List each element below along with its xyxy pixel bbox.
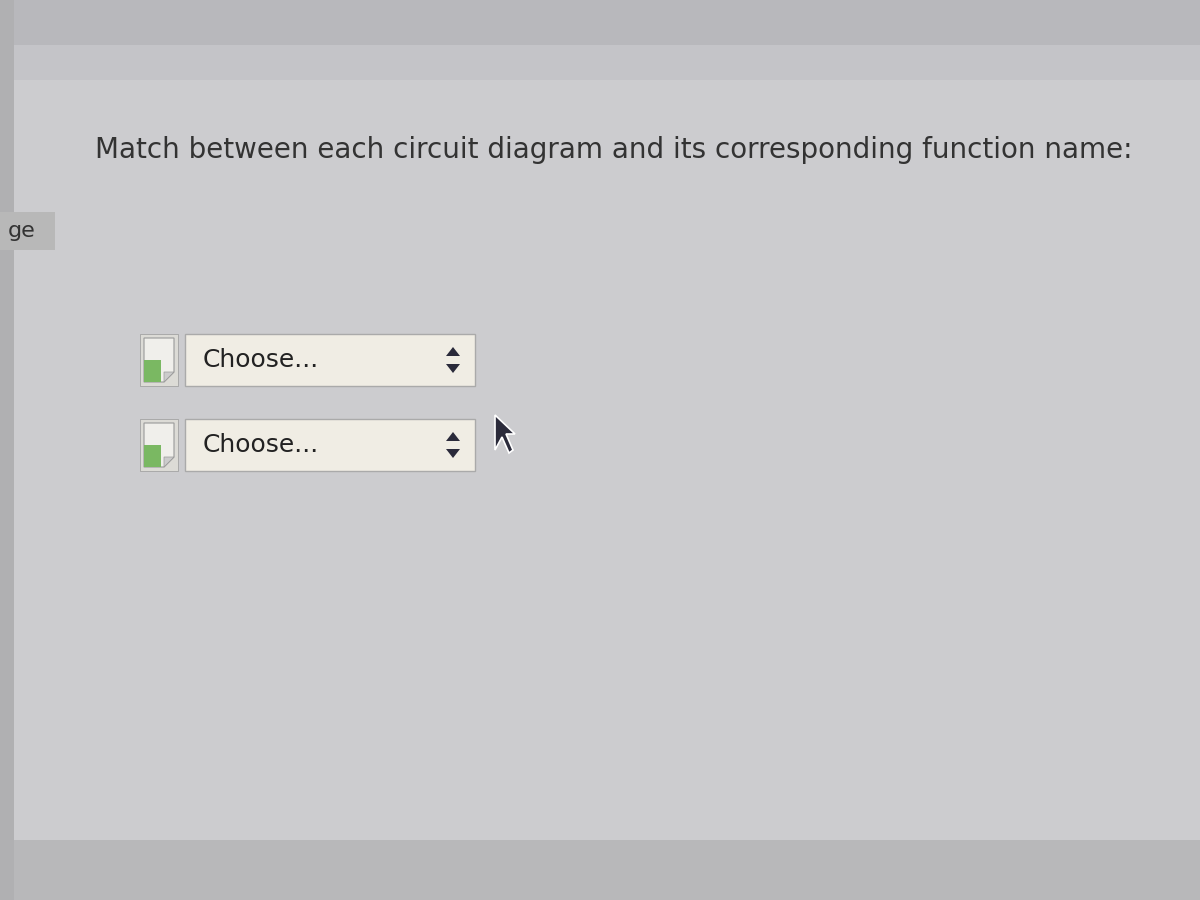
- Polygon shape: [446, 364, 460, 373]
- Polygon shape: [446, 347, 460, 356]
- FancyBboxPatch shape: [144, 445, 161, 467]
- Polygon shape: [496, 415, 515, 453]
- Polygon shape: [446, 432, 460, 441]
- FancyBboxPatch shape: [0, 0, 1200, 45]
- Text: Match between each circuit diagram and its corresponding function name:: Match between each circuit diagram and i…: [95, 136, 1133, 164]
- FancyBboxPatch shape: [0, 840, 1200, 900]
- FancyBboxPatch shape: [0, 0, 14, 900]
- FancyBboxPatch shape: [0, 45, 1200, 80]
- FancyBboxPatch shape: [140, 334, 178, 386]
- FancyBboxPatch shape: [144, 360, 161, 382]
- FancyBboxPatch shape: [185, 419, 475, 471]
- Polygon shape: [144, 338, 174, 382]
- FancyBboxPatch shape: [185, 334, 475, 386]
- Polygon shape: [164, 457, 174, 467]
- Text: Choose...: Choose...: [203, 348, 319, 372]
- FancyBboxPatch shape: [140, 419, 178, 471]
- Text: Choose...: Choose...: [203, 433, 319, 457]
- FancyBboxPatch shape: [0, 212, 55, 250]
- Text: ge: ge: [8, 221, 36, 241]
- Polygon shape: [164, 372, 174, 382]
- Polygon shape: [446, 449, 460, 458]
- Polygon shape: [144, 423, 174, 467]
